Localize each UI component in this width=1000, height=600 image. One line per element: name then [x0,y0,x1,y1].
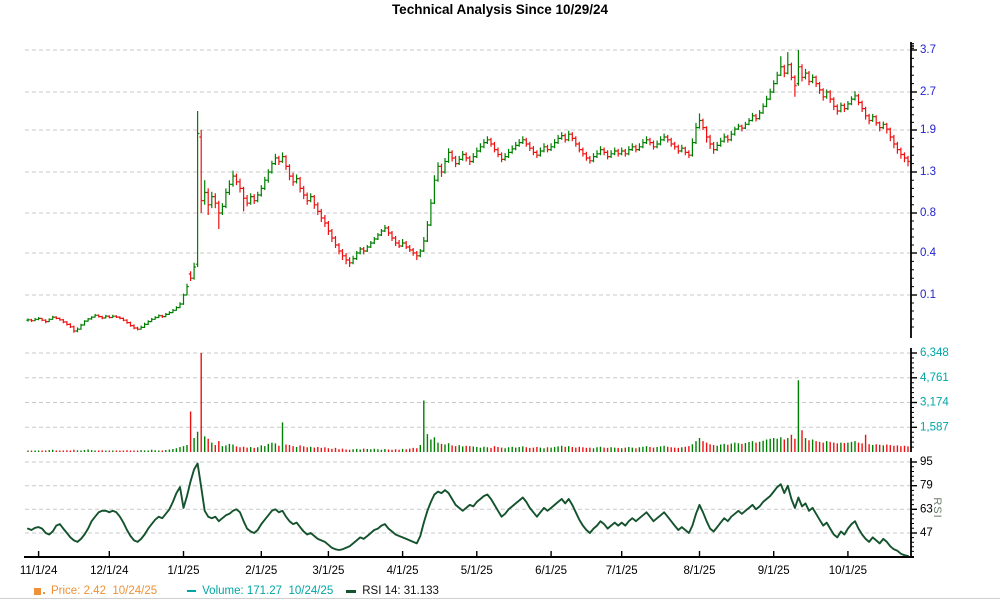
volume-axis-tick-label: 1,587 [920,421,949,433]
price-axis-tick-label: 0.8 [920,207,936,219]
legend-item-volume: Volume: 171.27 10/24/25 [187,585,333,597]
rsi-axis-tick-label: 95 [920,456,933,468]
volume-marker-icon [187,590,197,592]
volume-axis-tick-label: 3,174 [920,397,949,409]
x-axis-tick-label: 10/1/25 [829,565,867,577]
x-axis-tick-label: 12/1/24 [90,565,129,577]
price-axis-tick-label: 1.3 [920,166,936,178]
x-axis-tick-label: 9/1/25 [758,565,790,577]
legend-rsi-text: RSI 14: 31.133 [362,585,439,597]
rsi-line [27,462,909,557]
volume-axis-tick-label: 6,348 [920,347,949,359]
x-axis-tick-label: 8/1/25 [684,565,716,577]
chart-legend: Price: 2.42 10/24/25 Volume: 171.27 10/2… [34,583,439,599]
gridlines [25,49,910,534]
x-axis-tick-label: 5/1/25 [461,565,493,577]
rsi-axis-tick-label: 47 [920,527,933,539]
legend-price-text: Price: 2.42 10/24/25 [51,585,158,597]
price-bars-up [26,50,886,333]
volume-bars-up [27,380,884,452]
price-marker-icon [34,587,41,595]
plot-series [26,50,910,557]
legend-item-price: Price: 2.42 10/24/25 [34,585,157,597]
price-bars-down [29,62,910,333]
price-axis-tick-label: 0.1 [920,289,936,301]
price-marker-dot-icon [43,592,45,594]
x-axis-tick-label: 6/1/25 [535,565,567,577]
price-axis-tick-label: 0.4 [920,247,937,259]
price-axis-tick-label: 1.9 [920,124,936,136]
rsi-axis-tick-label: 79 [920,480,933,492]
axes: 3.7 2.7 1.9 1.3 0.8 0.4 0.1 6,348 4,761 3,174 1,58… [20,42,949,577]
legend-volume-text: Volume: 171.27 10/24/25 [202,585,334,597]
price-axis-tick-label: 3.7 [920,44,936,56]
bottom-border [0,598,1000,599]
axis-minor-ticks [911,43,914,552]
volume-bars-down [30,353,909,452]
x-axis-tick-label: 11/1/24 [20,565,58,577]
x-axis-tick-label: 3/1/25 [312,565,344,577]
volume-axis-tick-label: 4,761 [920,372,949,384]
x-axis-tick-label: 7/1/25 [606,565,638,577]
x-axis-tick-label: 4/1/25 [387,565,419,577]
x-axis-tick-label: 2/1/25 [245,565,277,577]
rsi-axis-tick-label: 63 [920,503,933,515]
x-axis-tick-label: 1/1/25 [168,565,200,577]
rsi-axis-title: RSI [931,497,943,518]
legend-item-rsi: RSI 14: 31.133 [346,585,439,597]
chart-title: Technical Analysis Since 10/29/24 [391,2,609,17]
rsi-marker-icon [346,589,357,593]
price-axis-tick-label: 2.7 [920,86,936,98]
